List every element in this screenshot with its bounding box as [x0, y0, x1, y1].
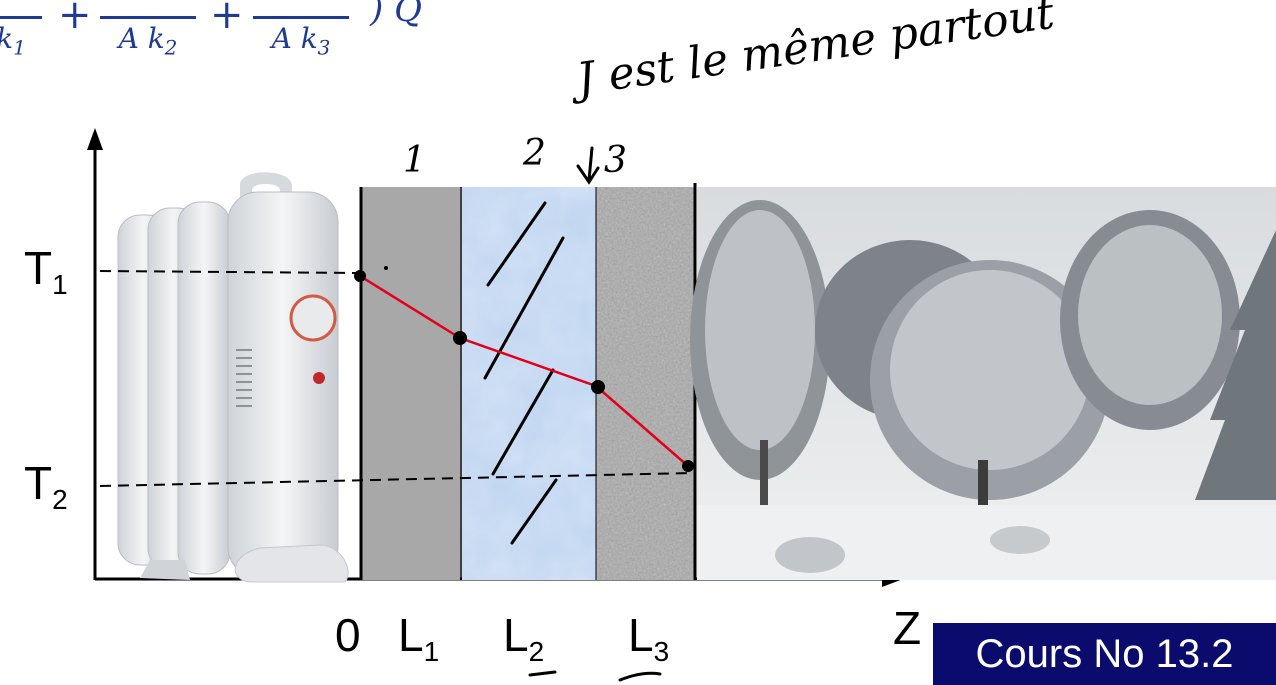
- t2-guide: [99, 472, 693, 487]
- temperature-profile: [354, 266, 694, 472]
- tree-trunk: [760, 440, 768, 530]
- y-axis-arrowhead: [87, 128, 103, 150]
- layer-number-3: 3: [604, 140, 627, 181]
- formula-trailing: ) Q: [370, 0, 422, 30]
- radiator-handle: [240, 172, 292, 215]
- resistance-formula: k1 + A k2 + A k3 ) Q: [0, 0, 470, 70]
- layer-2-hatching: [483, 201, 565, 545]
- layer-2-texture: [462, 187, 596, 580]
- l2-underline: [528, 670, 557, 677]
- radiator-knob: [289, 294, 337, 342]
- radiator-foot: [234, 544, 349, 583]
- fraction-2: A k2: [100, 0, 196, 60]
- layer-3-texture: [596, 187, 694, 580]
- t2-label: T2: [24, 457, 68, 515]
- plus-sign: +: [58, 0, 92, 38]
- profile-point: [682, 460, 694, 472]
- layer-1: [362, 187, 460, 580]
- down-arrow-icon: [576, 146, 600, 185]
- l1-label: L1: [398, 609, 440, 667]
- t1-label: T1: [24, 242, 68, 300]
- l2-label: L2: [503, 609, 545, 667]
- tree-trunk: [978, 460, 988, 530]
- snow-ground: [697, 505, 1276, 580]
- t1-guide: [99, 270, 361, 274]
- l3-underline: [618, 671, 662, 682]
- shrub: [990, 526, 1050, 554]
- l3-label: L3: [628, 609, 670, 667]
- underline-marks: [528, 670, 662, 682]
- profile-point: [591, 380, 605, 394]
- ink-dot: [384, 266, 388, 270]
- temperature-guides: [99, 270, 693, 487]
- radiator-vents: [236, 349, 252, 407]
- winter-landscape-image: [690, 187, 1276, 580]
- fraction-3: A k3: [253, 0, 349, 60]
- plus-sign: +: [210, 0, 244, 38]
- fraction-1: k1: [0, 0, 42, 60]
- course-badge: Cours No 13.2: [933, 623, 1276, 685]
- profile-point: [453, 331, 467, 345]
- layer-number-1: 1: [403, 140, 426, 181]
- radiator-front-panel: [227, 191, 339, 578]
- radiator-foot: [140, 560, 190, 580]
- radiator-image: [117, 172, 349, 583]
- conifer: [1195, 230, 1276, 500]
- profile-point: [354, 270, 366, 282]
- shrub: [775, 537, 845, 573]
- layer-number-2: 2: [523, 133, 546, 174]
- radiator-indicator-light: [313, 372, 325, 384]
- radiator-fin: [177, 201, 231, 575]
- origin-label: 0: [335, 609, 361, 661]
- z-axis-label: Z: [893, 602, 922, 654]
- profile-line: [359, 274, 689, 467]
